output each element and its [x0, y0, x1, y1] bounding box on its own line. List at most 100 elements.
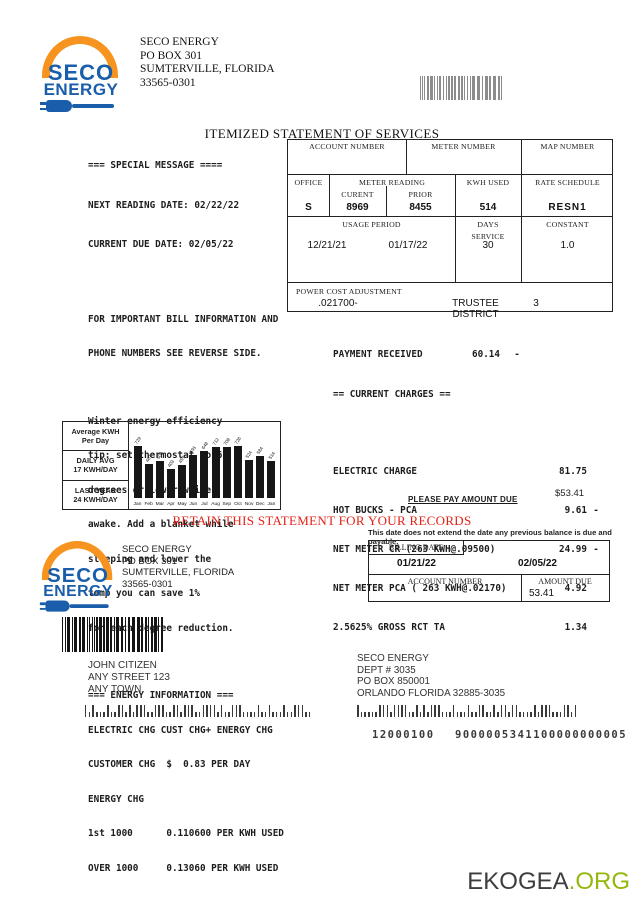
bar	[211, 447, 220, 498]
seco-energy-logo: SECO ENERGY	[38, 541, 118, 619]
billing-date-value: 01/21/22	[397, 558, 436, 569]
charge-row: NET METER PCA ( 263 KWH@.02170) 4.92	[333, 582, 605, 595]
daily-avg-value: 17 KWH/DAY	[73, 465, 118, 475]
payee-line: SECO ENERGY	[357, 653, 429, 664]
barcode	[62, 617, 177, 652]
constant-header: CONSTANT	[546, 220, 589, 229]
payee-address: SECO ENERGY DEPT # 3035 PO BOX 850001 OR…	[357, 653, 505, 699]
plug-icon	[39, 600, 70, 612]
company-address-line: SECO ENERGY	[140, 36, 219, 48]
usage-bar: 726 Oct	[233, 436, 242, 507]
company-address: SECO ENERGY PO BOX 301 SUMTERVILLE, FLOR…	[140, 36, 275, 90]
scanline-left: 12000100	[372, 729, 435, 741]
stub-notice: This date does not extend the date any p…	[368, 528, 612, 546]
bar	[267, 461, 276, 498]
bar	[166, 469, 175, 498]
chart-title-line: Average KWH	[71, 427, 120, 437]
service-header: SERVICE	[471, 232, 505, 241]
daily-avg-label: DAILY AVG	[76, 456, 115, 466]
bar-value-label: 514	[267, 450, 276, 461]
stub-company-address: SECO ENERGY PO BOX 301 SUMTERVILLE, FLOR…	[122, 544, 234, 590]
bar-value-label: 508	[155, 450, 165, 461]
bar-month-label: Oct	[234, 502, 242, 507]
customer-street: ANY STREET 123	[88, 672, 170, 683]
rate-schedule-value: RESN1	[548, 202, 587, 213]
charge-amount: 1.34	[564, 622, 587, 633]
payee-line: PO BOX 850001	[357, 676, 430, 688]
prior-header: PRIOR	[408, 190, 433, 199]
usage-bar: 403 Apr	[166, 459, 175, 507]
usage-bar: 591 Jun	[189, 445, 198, 507]
energy-info-line: 1st 1000 0.110600 PER KWH USED	[88, 828, 284, 839]
watermark-name: EKOGEA	[467, 868, 569, 895]
tip-line: temp you can save 1%	[88, 588, 200, 599]
usage-bar: 708 Sep	[222, 437, 231, 507]
statement-title: ITEMIZED STATEMENT OF SERVICES	[204, 126, 440, 141]
bar-value-label: 457	[177, 454, 187, 465]
bill-info-line: FOR IMPORTANT BILL INFORMATION AND	[88, 313, 279, 325]
office-value: S	[305, 202, 312, 213]
last-year-value: 24 KWH/DAY	[73, 494, 118, 504]
power-cost-adjustment-value: .021700-	[318, 298, 358, 309]
bar-value-label: 708	[222, 436, 231, 447]
charge-label: 2.5625% GROSS RCT TA	[333, 622, 445, 633]
usage-to-value: 01/17/22	[388, 240, 428, 251]
days-service-value: 30	[482, 240, 494, 251]
current-header: CURENT	[341, 190, 374, 199]
charge-row: ELECTRIC CHARGE 81.75	[333, 465, 605, 478]
charge-label: ELECTRIC CHARGE	[333, 466, 417, 477]
kwh-used-value: 514	[479, 202, 497, 213]
bar-value-label: 648	[200, 440, 209, 451]
bar	[200, 451, 209, 498]
current-reading-value: 8969	[346, 202, 369, 213]
plug-icon	[40, 100, 72, 112]
stub-amount-due-header: AMOUNT DUE	[538, 577, 592, 586]
charge-sign	[587, 621, 605, 634]
charge-row: 2.5625% GROSS RCT TA 1.34	[333, 621, 605, 634]
bar-month-label: Aug	[211, 502, 220, 507]
energy-info-line: ENERGY CHG	[88, 793, 144, 805]
tip-line: sleeping and lower the	[88, 553, 212, 565]
charge-amount: 81.75	[559, 466, 587, 477]
logo-word-energy: ENERGY	[43, 80, 119, 99]
billing-date-header: BILLING DATE	[369, 541, 464, 555]
rate-schedule-header: RATE SCHEDULE	[535, 178, 600, 187]
current-charges-header: == CURRENT CHARGES ==	[333, 389, 451, 400]
charge-amount: 4.92	[564, 583, 587, 594]
bar	[189, 455, 198, 498]
please-pay-label: PLEASE PAY AMOUNT DUE	[408, 495, 518, 504]
bar-value-label: 712	[211, 436, 220, 447]
bar	[155, 461, 164, 498]
charge-label: HOT BUCKS - PCA	[333, 505, 417, 516]
charges-section: PAYMENT RECEIVED 60.14 - == CURRENT CHAR…	[333, 322, 605, 660]
barcode	[420, 76, 504, 100]
bar-month-label: Jun	[189, 502, 198, 507]
usage-period-header: USAGE PERIOD	[342, 220, 401, 229]
usage-bar: 524 Nov	[245, 450, 254, 507]
bar-value-label: 729	[133, 435, 142, 446]
bill-info-line: PHONE NUMBERS SEE REVERSE SIDE.	[88, 348, 262, 359]
stub-address-line: SECO ENERGY	[122, 544, 192, 555]
service-table: ACCOUNT NUMBER METER NUMBER MAP NUMBER O…	[287, 139, 613, 320]
bar	[178, 465, 187, 498]
amount-due-value: $53.41	[555, 488, 585, 499]
usage-from-value: 12/21/21	[307, 240, 347, 251]
usage-history-chart: Average KWH Per Day DAILY AVG 17 KWH/DAY…	[62, 421, 281, 510]
payment-received-value: 60.14	[472, 349, 500, 360]
days-header: DAYS	[477, 220, 499, 229]
bar-month-label: Feb	[144, 502, 153, 507]
charge-amount: 24.99	[559, 544, 587, 555]
bar-month-label: Jul	[201, 502, 208, 507]
chart-side-labels: Average KWH Per Day DAILY AVG 17 KWH/DAY…	[63, 422, 129, 509]
meter-number-header: METER NUMBER	[431, 142, 496, 151]
tip-line: awake. Add a blanket while	[88, 519, 234, 530]
usage-chart-bars: 729 Jan 467 Feb 508 Mar 403 Apr 457 May 591 Jun 648 J…	[129, 422, 280, 509]
bar-month-label: Nov	[244, 502, 254, 507]
prior-reading-value: 8455	[409, 202, 432, 213]
usage-bar: 584 Dec	[256, 446, 265, 507]
map-number-header: MAP NUMBER	[540, 142, 595, 151]
payment-received-label: PAYMENT RECEIVED	[333, 349, 423, 360]
watermark-tld: .ORG	[568, 868, 630, 895]
ekogea-watermark: EKOGEA.ORG	[467, 868, 630, 896]
bar	[133, 446, 142, 498]
